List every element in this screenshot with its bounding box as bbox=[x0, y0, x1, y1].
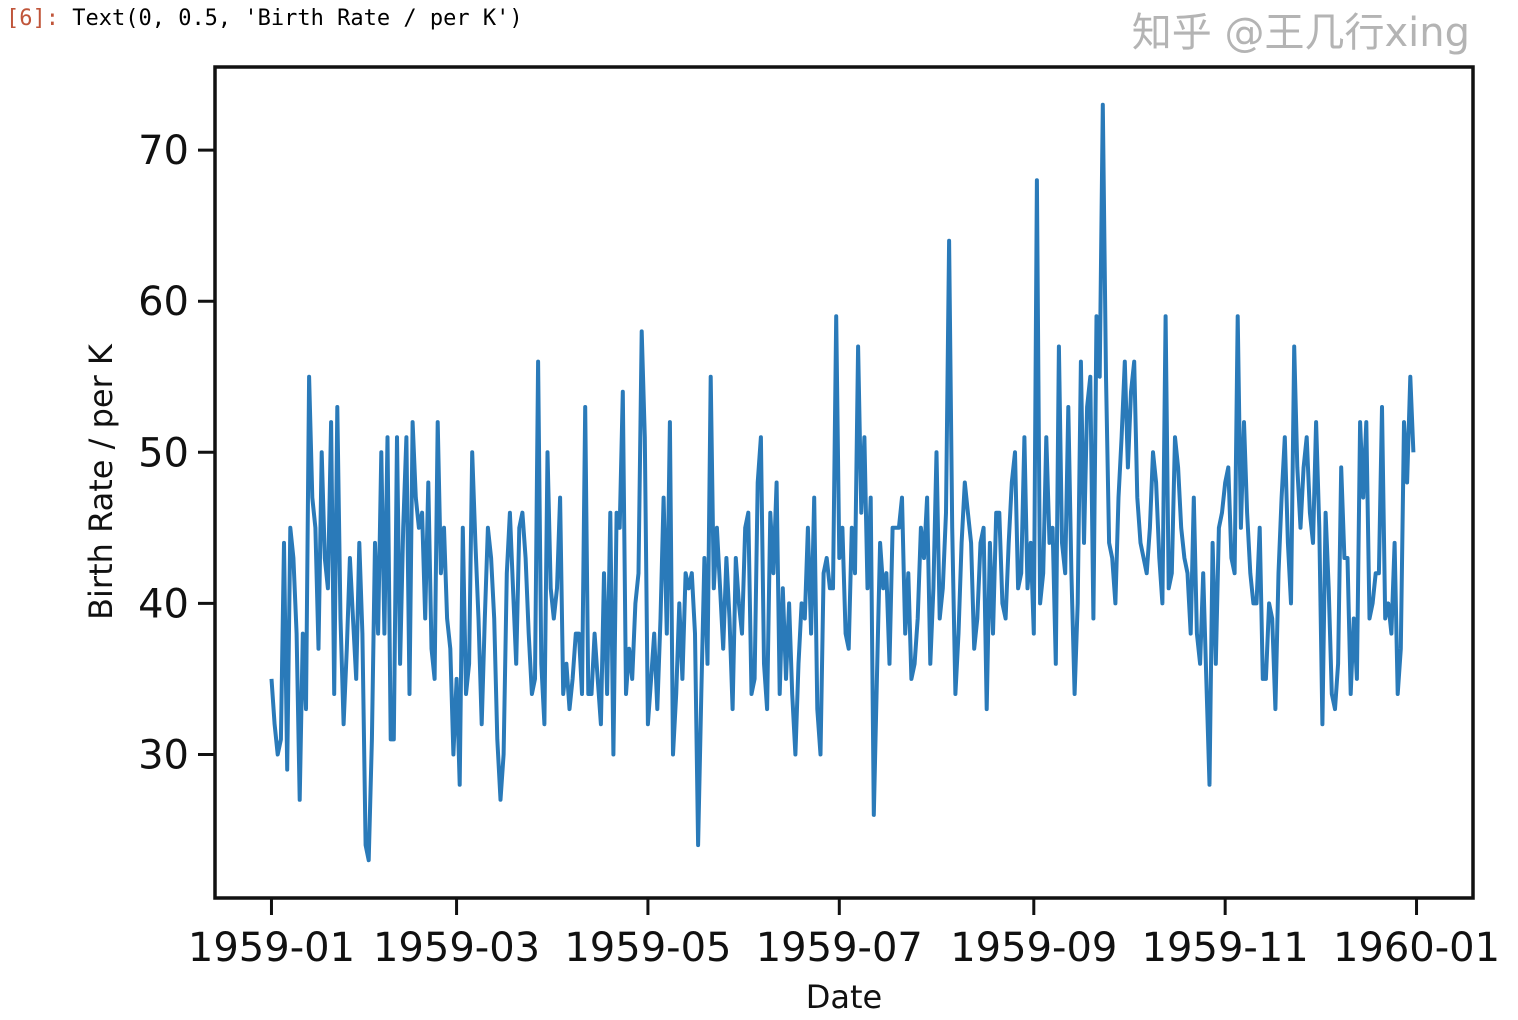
watermark: 知乎 @王几行xing bbox=[1132, 10, 1470, 56]
x-tick-label: 1959-07 bbox=[756, 925, 923, 971]
output-text: Text(0, 0.5, 'Birth Rate / per K') bbox=[72, 6, 523, 31]
cell-output: [6]: Text(0, 0.5, 'Birth Rate / per K') bbox=[6, 6, 523, 31]
x-tick-label: 1959-05 bbox=[564, 925, 731, 971]
y-tick-label: 40 bbox=[138, 581, 189, 627]
y-tick-label: 50 bbox=[138, 430, 189, 476]
axes-frame bbox=[213, 65, 1475, 900]
cell-prompt: [6]: bbox=[6, 6, 59, 31]
y-tick-label: 60 bbox=[138, 279, 189, 325]
series-line bbox=[269, 102, 1416, 863]
x-tick-label: 1959-11 bbox=[1142, 925, 1309, 971]
y-tick-label: 70 bbox=[138, 128, 189, 174]
x-tick-label: 1960-01 bbox=[1333, 925, 1500, 971]
y-tick-label: 30 bbox=[138, 732, 189, 778]
x-tick-label: 1959-03 bbox=[373, 925, 540, 971]
x-tick-label: 1959-01 bbox=[188, 925, 355, 971]
y-axis-label: Birth Rate / per K bbox=[82, 343, 120, 620]
x-axis-label: Date bbox=[806, 978, 882, 1016]
x-tick-label: 1959-09 bbox=[950, 925, 1117, 971]
